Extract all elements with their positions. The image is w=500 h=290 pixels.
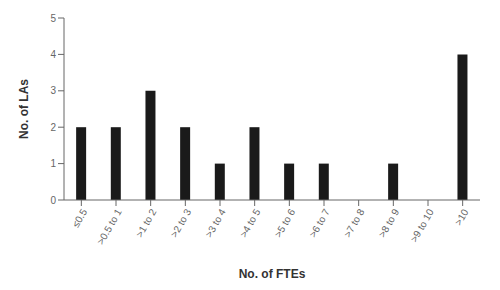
svg-text:2: 2	[50, 122, 56, 133]
svg-text:4: 4	[50, 49, 56, 60]
svg-text:3: 3	[50, 85, 56, 96]
svg-text:>4 to 5: >4 to 5	[238, 207, 263, 240]
svg-text:>0.5 to 1: >0.5 to 1	[95, 207, 124, 247]
svg-text:>8 to 9: >8 to 9	[376, 207, 401, 240]
svg-text:No. of LAs: No. of LAs	[17, 79, 31, 139]
svg-text:>5 to 6: >5 to 6	[272, 207, 297, 240]
svg-text:>2 to 3: >2 to 3	[168, 207, 193, 240]
svg-text:0: 0	[50, 195, 56, 206]
svg-text:5: 5	[50, 13, 56, 24]
svg-text:>7 to 8: >7 to 8	[342, 207, 367, 240]
svg-text:>9 to 10: >9 to 10	[408, 207, 436, 244]
svg-text:1: 1	[50, 158, 56, 169]
svg-text:>10: >10	[453, 207, 471, 228]
svg-text:≤0.5: ≤0.5	[70, 207, 89, 230]
svg-text:>3 to 4: >3 to 4	[203, 207, 228, 240]
svg-text:No. of FTEs: No. of FTEs	[239, 267, 306, 281]
svg-text:>1 to 2: >1 to 2	[134, 207, 159, 240]
svg-text:>6 to 7: >6 to 7	[307, 207, 332, 240]
